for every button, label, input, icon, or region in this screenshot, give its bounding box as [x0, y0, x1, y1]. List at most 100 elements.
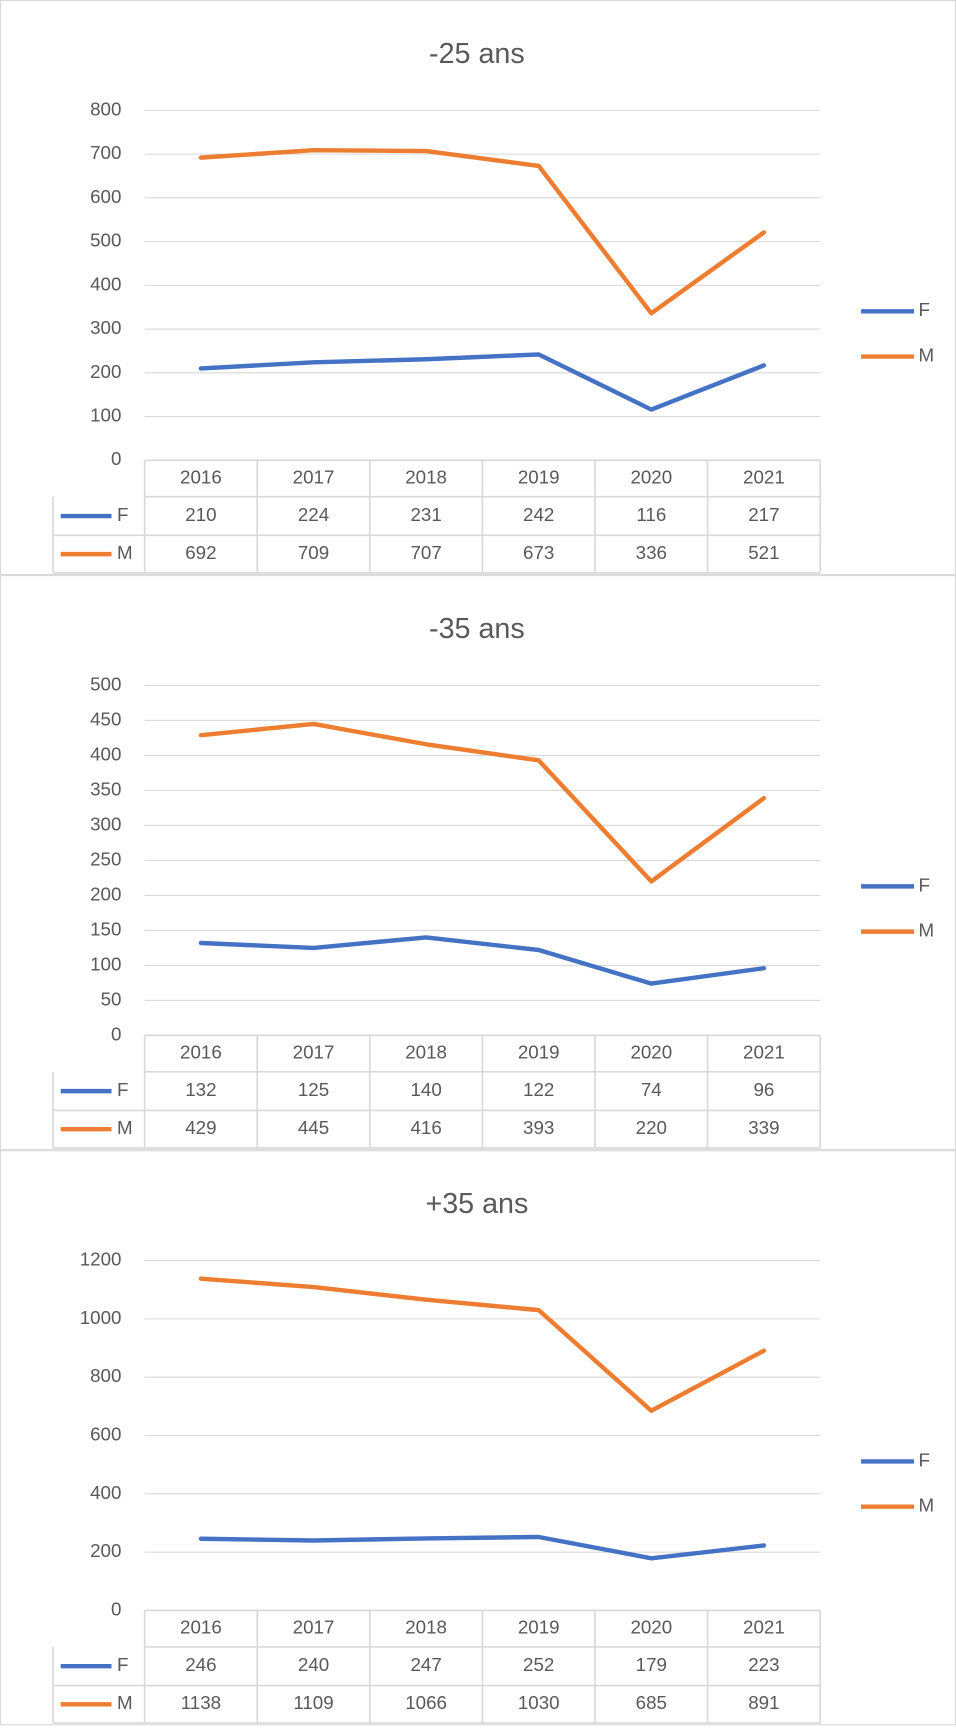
legend-label: M	[918, 344, 934, 365]
y-tick-label: 500	[90, 673, 121, 694]
x-tick-label: 2016	[180, 1042, 222, 1063]
x-tick-label: 2019	[518, 1042, 560, 1063]
table-value: 252	[523, 1654, 554, 1675]
y-tick-label: 100	[90, 953, 121, 974]
x-tick-label: 2019	[518, 1617, 560, 1638]
x-tick-label: 2018	[405, 1042, 447, 1063]
x-tick-label: 2019	[518, 466, 560, 487]
table-value: 140	[410, 1079, 441, 1100]
series-line	[198, 721, 767, 884]
y-tick-label: 700	[90, 142, 121, 163]
table-series-name: F	[117, 1654, 128, 1675]
y-tick-label: 1200	[80, 1249, 122, 1270]
y-tick-label: 350	[90, 778, 121, 799]
table-value: 231	[410, 504, 441, 525]
table-value: 125	[298, 1079, 329, 1100]
x-tick-label: 2017	[293, 1617, 335, 1638]
y-tick-label: 150	[90, 918, 121, 939]
legend-label: F	[918, 299, 929, 320]
table-value: 179	[636, 1654, 667, 1675]
table-value: 246	[185, 1654, 216, 1675]
x-tick-label: 2020	[630, 1042, 672, 1063]
chart-title: -35 ans	[429, 613, 525, 645]
x-tick-label: 2020	[630, 1617, 672, 1638]
table-series-name: F	[117, 504, 128, 525]
legend-label: F	[918, 1449, 929, 1470]
legend-label: F	[918, 874, 929, 895]
y-tick-label: 300	[90, 813, 121, 834]
table-value: 1066	[405, 1692, 447, 1713]
y-tick-label: 600	[90, 1423, 121, 1444]
table-value: 132	[185, 1079, 216, 1100]
y-tick-label: 400	[90, 1482, 121, 1503]
y-tick-label: 800	[90, 1365, 121, 1386]
table-value: 217	[748, 504, 779, 525]
y-tick-label: 250	[90, 848, 121, 869]
table-value: 220	[636, 1117, 667, 1138]
table-value: 673	[523, 542, 554, 563]
table-value: 96	[753, 1079, 774, 1100]
table-value: 1109	[293, 1692, 333, 1713]
y-tick-label: 450	[90, 708, 121, 729]
table-value: 210	[185, 504, 216, 525]
y-tick-label: 200	[90, 1540, 121, 1561]
table-value: 1138	[181, 1692, 221, 1713]
table-value: 707	[410, 542, 441, 563]
table-value: 74	[641, 1079, 662, 1100]
table-series-name: M	[117, 542, 133, 563]
y-tick-label: 200	[90, 361, 121, 382]
panel	[0, 0, 956, 576]
table-value: 339	[748, 1117, 779, 1138]
y-tick-label: 300	[90, 317, 121, 338]
table-value: 416	[410, 1117, 441, 1138]
table-value: 521	[748, 542, 779, 563]
table-value: 685	[636, 1692, 667, 1713]
x-tick-label: 2017	[293, 1042, 335, 1063]
series-line	[198, 1534, 767, 1561]
y-tick-label: 0	[111, 1023, 121, 1044]
table-value: 393	[523, 1117, 554, 1138]
table-series-name: M	[117, 1692, 133, 1713]
table-value: 445	[298, 1117, 329, 1138]
x-tick-label: 2017	[293, 466, 335, 487]
series-line	[198, 935, 767, 986]
x-tick-label: 2020	[630, 466, 672, 487]
table-value: 1030	[518, 1692, 560, 1713]
table-value: 247	[410, 1654, 441, 1675]
y-tick-label: 400	[90, 743, 121, 764]
panel	[0, 575, 956, 1151]
panel	[0, 1150, 956, 1726]
table-value: 336	[636, 542, 667, 563]
x-tick-label: 2021	[743, 1617, 785, 1638]
series-line	[198, 352, 767, 412]
y-tick-label: 600	[90, 186, 121, 207]
series-line	[198, 1276, 767, 1413]
y-tick-label: 0	[111, 448, 121, 469]
y-tick-label: 400	[90, 273, 121, 294]
x-tick-label: 2016	[180, 466, 222, 487]
table-value: 223	[748, 1654, 779, 1675]
chart-title: -25 ans	[429, 38, 525, 70]
y-tick-label: 500	[90, 230, 121, 251]
table-value: 116	[636, 504, 666, 525]
series-line	[198, 147, 767, 316]
y-tick-label: 800	[90, 98, 121, 119]
table-series-name: F	[117, 1079, 128, 1100]
table-value: 891	[748, 1692, 779, 1713]
legend-label: M	[918, 920, 934, 941]
table-value: 709	[298, 542, 329, 563]
x-tick-label: 2021	[743, 1042, 785, 1063]
table-value: 429	[185, 1117, 216, 1138]
y-tick-label: 0	[111, 1598, 121, 1619]
x-tick-label: 2018	[405, 466, 447, 487]
y-tick-label: 100	[90, 405, 121, 426]
chart-title: +35 ans	[425, 1188, 528, 1220]
x-tick-label: 2016	[180, 1617, 222, 1638]
table-value: 692	[185, 542, 216, 563]
y-tick-label: 200	[90, 883, 121, 904]
table-value: 242	[523, 504, 554, 525]
legend-label: M	[918, 1495, 934, 1516]
y-tick-label: 50	[101, 988, 122, 1009]
table-value: 122	[523, 1079, 554, 1100]
